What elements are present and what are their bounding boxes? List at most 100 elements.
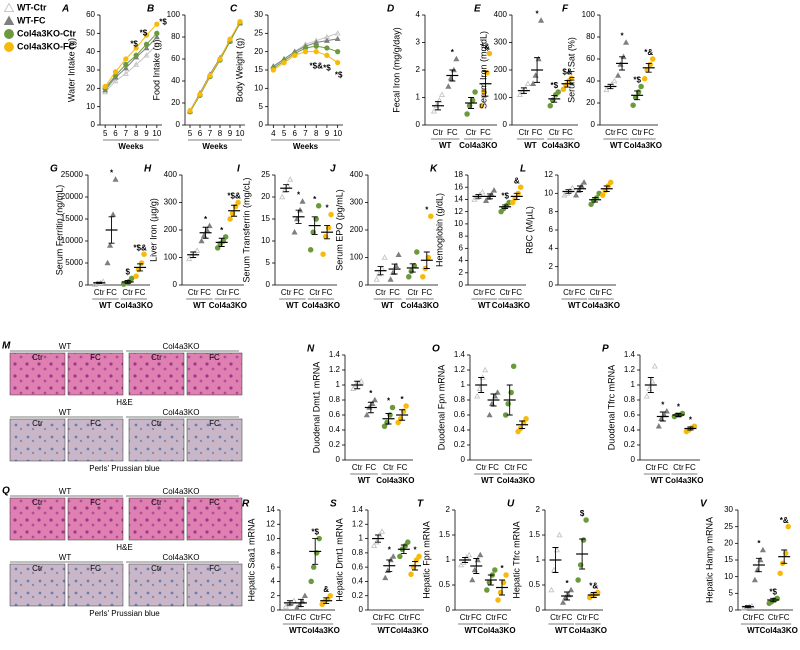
data-point [387,276,394,282]
panel-label: S [330,499,337,510]
y-tick-label: 5 [259,102,264,111]
x-axis-label: Weeks [202,142,228,151]
data-point [416,553,422,560]
y-tick-label: 0 [729,605,734,614]
histology-category: Ctr [151,419,162,428]
data-point [397,553,403,560]
annotation: * [565,579,569,588]
x-tick-label: 7 [208,129,213,138]
panel-label: R [242,499,250,510]
series-line [104,23,158,87]
legend-marker [3,2,15,13]
series-point [187,108,193,114]
data-point [477,551,484,558]
series-point [281,60,287,66]
series-line [104,43,158,93]
annotation: * [425,205,429,214]
data-point [567,586,575,593]
y-tick-label: 40 [586,76,595,85]
annotation: * [536,10,540,19]
legend-label: Col4a3KO-Ctr [17,28,77,38]
error-bar [190,251,197,258]
data-point [547,102,553,109]
series-point [154,21,160,27]
error-bar [400,544,407,555]
y-tick-label: 0.8 [352,548,364,557]
y-tick-label: 300 [350,198,364,207]
data-point [572,191,580,198]
y-tick-label: 14 [266,505,275,514]
y-tick-label: 18 [454,170,463,179]
histology-caption: H&E [116,398,132,407]
y-tick-label: 2 [271,591,276,600]
y-tick-label: 0 [266,280,271,289]
x-tick-label: FC [421,288,432,297]
x-tick-label: FC [575,288,586,297]
panel-label: M [2,341,11,352]
group-label: WT [464,626,477,635]
x-tick-label: FC [779,613,790,622]
y-tick-label: 1 [631,380,636,389]
error-bar [513,192,520,200]
histology-image [67,497,124,541]
data-point [580,179,588,185]
series-point [102,83,108,90]
data-point [479,188,486,195]
x-tick-label: Ctr [500,288,511,297]
series-point [237,18,243,25]
y-tick-label: 30 [254,10,263,19]
data-point [315,203,322,209]
y-tick-label: 0 [176,120,181,129]
y-tick-label: 0 [461,455,466,464]
y-tick-label: 1.2 [352,519,364,528]
y-tick-label: 4 [459,256,464,265]
x-tick-label: 9 [325,129,330,138]
data-point [655,423,662,429]
error-bar [487,193,494,200]
y-tick-label: 4 [416,10,421,19]
data-point [611,77,618,84]
y-axis-label: Liver Iron (µg/g) [148,198,158,262]
error-bar [385,413,392,425]
data-point [524,80,531,87]
data-point [371,396,378,403]
error-bar [124,280,131,284]
y-tick-label: 0.8 [454,395,466,404]
data-point [751,576,758,583]
x-tick-label: Ctr [285,613,296,622]
error-bar [502,204,509,210]
y-tick-label: 0.2 [329,440,341,449]
histology-category: Ctr [32,498,43,507]
x-tick-label: Ctr [473,288,484,297]
data-point [445,83,452,89]
y-tick-label: 0 [359,605,364,614]
data-point [482,197,490,203]
y-tick-label: 80 [586,32,595,41]
data-point [464,111,470,117]
y-axis-label: Serum Ferritin (ng/mL) [54,185,64,276]
data-point [548,586,555,593]
data-point [474,393,481,399]
histology-category: Ctr [151,498,162,507]
data-point [279,193,286,200]
annotation: & [514,176,520,185]
legend-marker [4,29,14,39]
data-point [381,423,388,430]
panel-label: I [237,164,240,175]
legend-marker [4,42,14,52]
histology-image [9,352,66,396]
group-label: Col4a3KO [209,301,247,310]
data-point [133,273,139,279]
histology-category: FC [90,353,101,362]
annotation: * [297,191,301,200]
group-label: WT [555,626,568,635]
x-tick-label: Ctr [645,463,656,472]
data-point [503,572,509,578]
group-label: WT [568,301,581,310]
series-point [112,69,119,75]
x-tick-label: Ctr [433,128,444,137]
error-bar [519,420,526,429]
x-tick-label: FC [617,128,628,137]
data-point [379,528,386,534]
x-tick-label: FC [588,613,599,622]
